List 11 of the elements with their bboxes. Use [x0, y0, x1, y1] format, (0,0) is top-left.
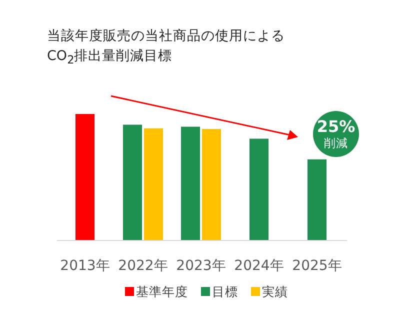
- legend-label: 基準年度: [136, 284, 188, 299]
- x-tick-label: 2023年: [176, 258, 226, 274]
- legend-label: 実績: [262, 284, 288, 299]
- x-tick-label: 2022年: [118, 258, 168, 274]
- x-tick-label: 2024年: [234, 258, 284, 274]
- chart-title: 当該年度販売の当社商品の使用による CO$_{2}$排出量削減目標: [47, 27, 286, 69]
- x-tick-label: 2025年: [292, 258, 342, 274]
- legend-label: 目標: [212, 284, 238, 299]
- x-tick-label: 2013年: [60, 258, 110, 274]
- annotation: 削減: [324, 136, 348, 150]
- annotation: 25%: [316, 117, 356, 136]
